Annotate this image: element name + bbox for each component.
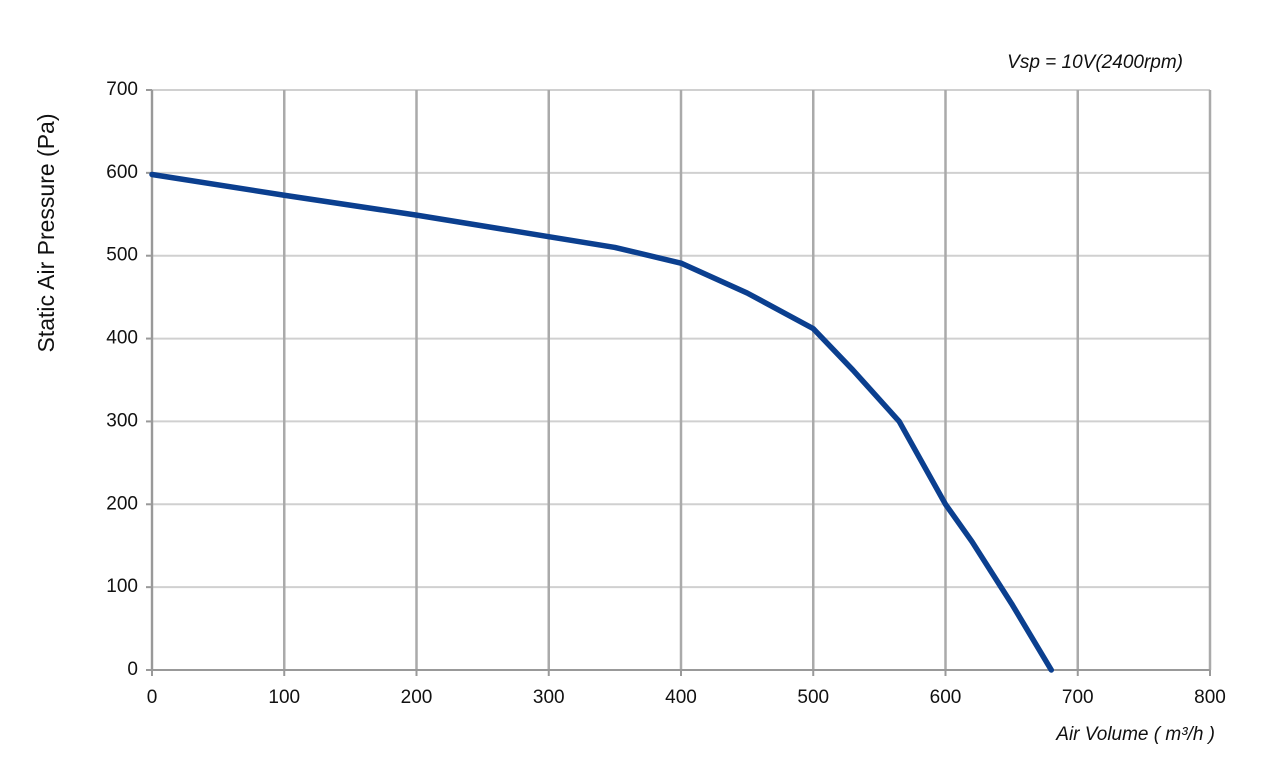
x-axis-label: Air Volume ( m³/h ) [1055,724,1215,745]
x-tick-label: 400 [665,687,697,708]
y-axis-label: Static Air Pressure (Pa) [33,113,59,352]
y-tick-label: 0 [127,659,138,680]
x-tick-label: 0 [147,687,158,708]
x-tick-label: 600 [930,687,962,708]
x-tick-label: 700 [1062,687,1094,708]
x-tick-label: 200 [401,687,433,708]
annotation: Vsp = 10V(2400rpm) [1007,52,1183,73]
y-tick-label: 100 [106,576,138,597]
grid [146,89,1212,676]
x-tick-label: 300 [533,687,565,708]
y-tick-label: 500 [106,245,138,266]
x-tick-label: 800 [1194,687,1226,708]
y-tick-label: 300 [106,410,138,431]
x-tick-label: 500 [797,687,829,708]
x-tick-label: 100 [268,687,300,708]
y-tick-label: 400 [106,328,138,349]
y-tick-label: 700 [106,79,138,100]
y-tick-label: 600 [106,162,138,183]
plot [149,171,1055,673]
y-tick-label: 200 [106,493,138,514]
line-series [149,171,1055,673]
